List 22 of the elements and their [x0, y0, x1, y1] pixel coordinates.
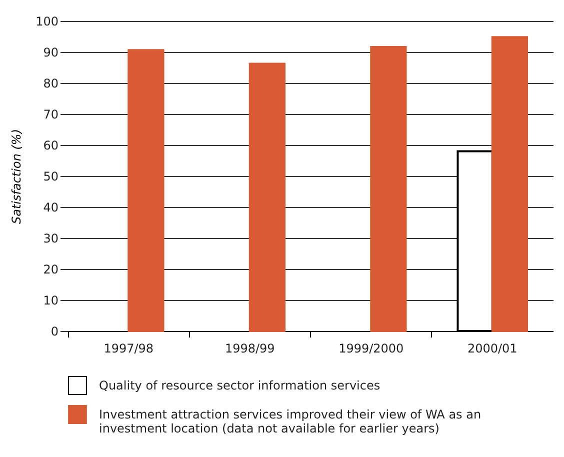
x-tick-label: 1997/98: [104, 342, 154, 356]
y-tick-label: 60: [43, 138, 58, 152]
x-tick-label: 1999/2000: [338, 342, 404, 356]
y-tick-label: 70: [43, 108, 58, 122]
y-tick-label: 0: [50, 324, 58, 338]
bar: [128, 49, 164, 332]
bar: [370, 46, 407, 332]
y-tick-label: 10: [43, 294, 58, 308]
y-tick-label: 80: [43, 76, 58, 90]
legend-label: Quality of resource sector information services: [99, 378, 380, 392]
x-tick-label: 1998/99: [224, 342, 275, 356]
y-tick-label: 100: [36, 14, 58, 28]
y-tick-label: 30: [43, 232, 58, 246]
bar: [491, 36, 528, 332]
bar: [248, 62, 286, 332]
y-tick-label: 20: [43, 262, 58, 276]
x-tick-label: 2000/01: [467, 342, 518, 356]
y-tick-label: 40: [43, 200, 58, 214]
legend-label: Investment attraction services improved their view of WA as an investment location (data not available for earlier years): [99, 408, 482, 436]
y-tick-label: 50: [43, 170, 58, 184]
y-axis-title: Satisfaction (%): [10, 128, 24, 224]
y-tick-label: 90: [43, 46, 58, 60]
